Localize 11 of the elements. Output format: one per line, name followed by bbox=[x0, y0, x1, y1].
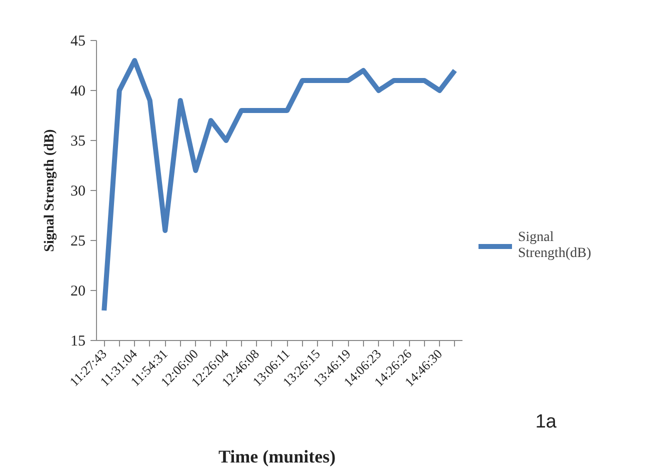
y-tick-label: 20 bbox=[70, 284, 86, 300]
y-tick-label: 30 bbox=[70, 184, 86, 200]
legend-label: Signal Strength(dB) bbox=[518, 230, 592, 262]
y-tick-label: 25 bbox=[70, 234, 86, 250]
y-tick-label: 35 bbox=[70, 134, 86, 150]
y-tick-label: 45 bbox=[70, 34, 86, 50]
text: 1a bbox=[535, 412, 557, 432]
y-axis-title: Signal Strength (dB) bbox=[42, 128, 58, 252]
y-tick-label: 15 bbox=[70, 334, 86, 350]
x-axis-title: Time (munites) bbox=[218, 446, 336, 466]
y-tick-label: 40 bbox=[70, 84, 86, 100]
